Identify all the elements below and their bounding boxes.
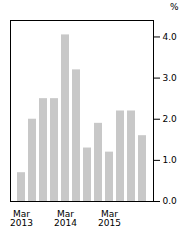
svg-text:0.0: 0.0	[163, 196, 178, 206]
svg-text:Mar2013: Mar2013	[10, 209, 33, 228]
svg-text:3.0: 3.0	[163, 73, 178, 83]
svg-text:4.0: 4.0	[163, 32, 178, 42]
svg-text:Mar2015: Mar2015	[98, 209, 121, 228]
svg-text:Mar2014: Mar2014	[54, 209, 77, 228]
svg-text:2.0: 2.0	[163, 114, 178, 124]
svg-text:%: %	[170, 2, 179, 12]
svg-text:1.0: 1.0	[163, 155, 178, 165]
